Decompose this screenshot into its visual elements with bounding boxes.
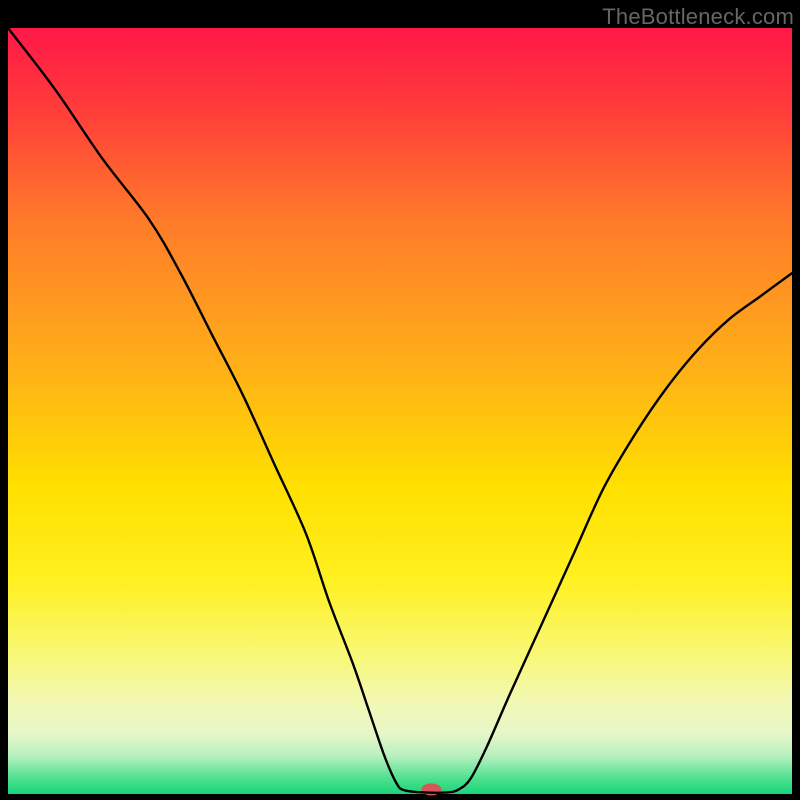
plot-background [8, 28, 792, 794]
bottleneck-chart [0, 0, 800, 800]
chart-container: TheBottleneck.com [0, 0, 800, 800]
watermark-label: TheBottleneck.com [602, 4, 794, 30]
